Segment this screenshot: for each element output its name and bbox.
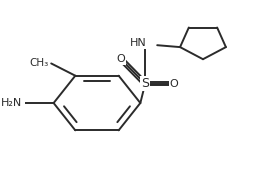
Text: S: S xyxy=(141,77,149,90)
Text: O: O xyxy=(170,79,178,89)
Text: H₂N: H₂N xyxy=(1,98,22,108)
Text: CH₃: CH₃ xyxy=(30,57,49,68)
Text: HN: HN xyxy=(129,38,146,48)
Text: O: O xyxy=(117,54,125,64)
